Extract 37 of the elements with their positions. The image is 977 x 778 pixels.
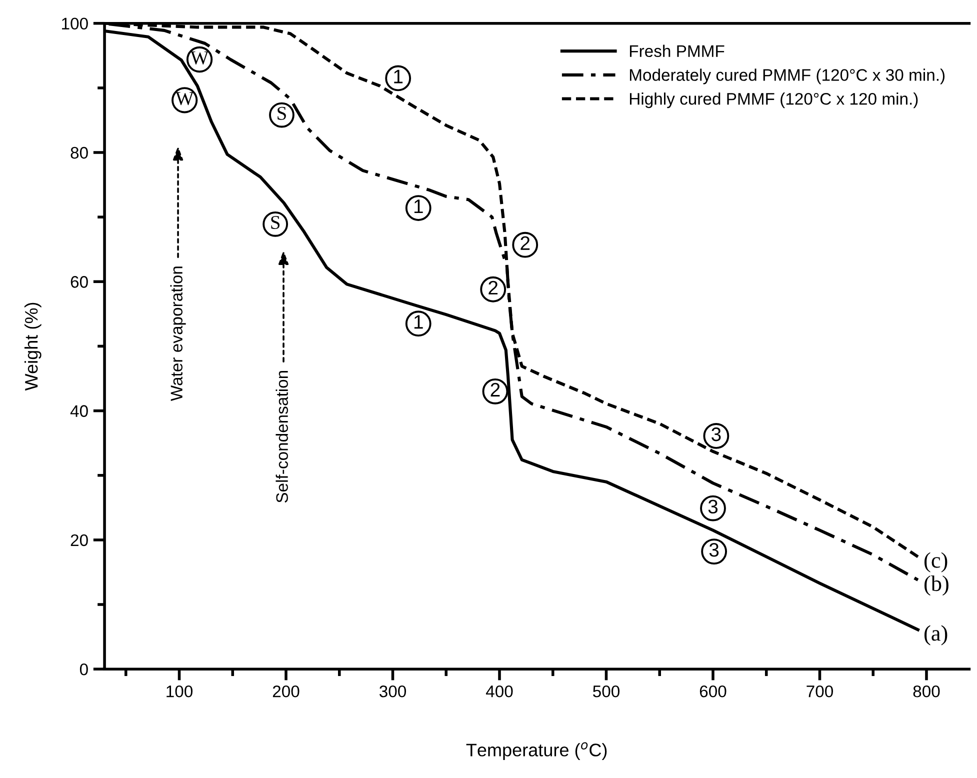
- legend-label: Highly cured PMMF (120°C x 120 min.): [630, 92, 918, 108]
- annotation: (b): [924, 575, 948, 596]
- x-tick-label: 700: [806, 685, 833, 698]
- annotation: (a): [924, 625, 948, 646]
- y-tick-label: 20: [70, 534, 88, 546]
- annotation: Water evaporation: [170, 266, 186, 401]
- x-tick-label: 200: [272, 685, 300, 698]
- x-tick-label: 800: [913, 685, 940, 698]
- y-tick-label: 40: [70, 405, 88, 417]
- annotation: W: [190, 51, 209, 64]
- annotation: 3: [708, 500, 718, 514]
- annotation: 1: [414, 200, 423, 214]
- annotation: (c): [924, 552, 948, 572]
- legend-label: Moderately cured PMMF (120°C x 30 min.): [630, 68, 945, 84]
- x-tick-label: 100: [166, 685, 193, 698]
- annotation: 2: [488, 280, 498, 294]
- x-tick-label: 600: [700, 685, 726, 698]
- x-axis-title: Temperature ($^{o}$C): [466, 742, 607, 760]
- y-tick-label: 0: [80, 663, 88, 676]
- annotation: S: [278, 106, 286, 120]
- x-tick-label: 400: [486, 685, 513, 698]
- annotation: W: [175, 92, 194, 106]
- y-axis-title: Weight (%): [24, 302, 42, 391]
- y-tick-label: 80: [70, 146, 88, 159]
- annotation: Self-condensation: [276, 370, 288, 503]
- annotation: 1: [394, 70, 403, 84]
- legend-label: Fresh PMMF: [630, 44, 724, 58]
- y-tick-label: 60: [70, 276, 88, 288]
- annotation: S: [271, 216, 280, 230]
- y-tick-label: 100: [62, 18, 88, 30]
- annotation: 3: [709, 543, 719, 557]
- annotation: 3: [712, 427, 721, 442]
- x-tick-label: 300: [379, 685, 406, 698]
- annotation: 2: [490, 382, 500, 396]
- annotation: 2: [520, 236, 530, 250]
- x-tick-label: 500: [593, 685, 620, 698]
- annotation: 1: [414, 315, 423, 329]
